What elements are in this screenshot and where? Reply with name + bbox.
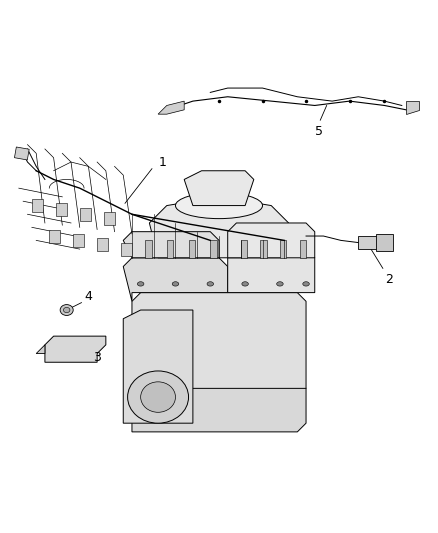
Polygon shape — [228, 223, 315, 258]
Polygon shape — [123, 258, 228, 301]
Bar — [80, 208, 91, 221]
Bar — [280, 240, 286, 258]
Polygon shape — [45, 336, 106, 362]
Bar — [121, 243, 132, 256]
Ellipse shape — [127, 371, 188, 423]
Polygon shape — [132, 379, 306, 432]
Text: 5: 5 — [315, 125, 323, 138]
Polygon shape — [228, 249, 315, 293]
Bar — [376, 234, 393, 251]
Ellipse shape — [60, 304, 73, 316]
Bar — [210, 240, 217, 258]
Text: 3: 3 — [93, 351, 101, 365]
Bar — [97, 238, 108, 251]
Polygon shape — [36, 345, 45, 353]
Ellipse shape — [207, 282, 214, 286]
Text: 1: 1 — [159, 156, 166, 168]
Polygon shape — [123, 232, 219, 258]
Text: 2: 2 — [385, 273, 393, 286]
Bar — [300, 240, 306, 258]
Polygon shape — [132, 293, 306, 389]
Ellipse shape — [242, 282, 248, 286]
Ellipse shape — [176, 192, 262, 219]
Ellipse shape — [138, 282, 144, 286]
Polygon shape — [158, 101, 184, 114]
Polygon shape — [149, 197, 289, 258]
Bar — [104, 212, 115, 225]
Bar — [145, 240, 152, 258]
Ellipse shape — [64, 308, 70, 313]
Bar — [56, 204, 67, 216]
Bar — [32, 199, 43, 212]
Text: 4: 4 — [85, 290, 92, 303]
Polygon shape — [123, 310, 193, 423]
Bar — [14, 147, 29, 160]
Bar — [260, 240, 267, 258]
Polygon shape — [406, 101, 419, 114]
Bar — [358, 236, 380, 249]
Ellipse shape — [303, 282, 309, 286]
Ellipse shape — [172, 282, 179, 286]
Ellipse shape — [141, 382, 176, 413]
Bar — [188, 240, 195, 258]
Bar — [167, 240, 173, 258]
Ellipse shape — [277, 282, 283, 286]
Bar — [49, 230, 60, 243]
Polygon shape — [184, 171, 254, 206]
Bar — [241, 240, 247, 258]
Bar — [73, 234, 84, 247]
